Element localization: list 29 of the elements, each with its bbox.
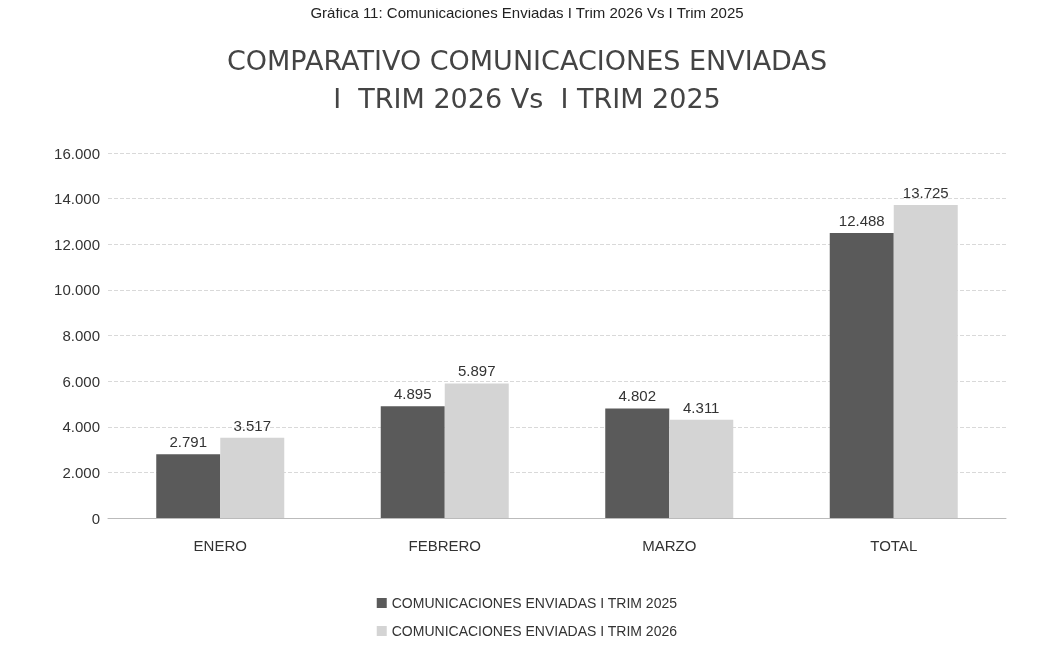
x-tick-label: ENERO xyxy=(193,537,247,554)
y-tick-label: 10.000 xyxy=(54,281,100,299)
legend-label: COMUNICACIONES ENVIADAS I TRIM 2025 xyxy=(391,595,678,611)
bar xyxy=(829,233,894,518)
legend-label: COMUNICACIONES ENVIADAS I TRIM 2026 xyxy=(391,623,678,639)
y-tick-label: 6.000 xyxy=(62,372,100,390)
data-label: 12.488 xyxy=(838,212,885,230)
data-label: 13.725 xyxy=(902,183,949,201)
data-label: 5.897 xyxy=(457,362,496,380)
data-label: 4.895 xyxy=(393,385,432,403)
data-label: 3.517 xyxy=(233,416,272,434)
chart-title: COMPARATIVO COMUNICACIONES ENVIADAS I TRIM 2026 Vs I TRIM 2025 xyxy=(226,44,828,114)
bar xyxy=(893,204,958,518)
data-label: 4.802 xyxy=(618,387,657,405)
bar xyxy=(380,406,445,518)
y-tick-label: 14.000 xyxy=(54,190,100,208)
bar xyxy=(605,408,670,518)
x-tick-label: FEBRERO xyxy=(408,537,482,554)
y-tick-label: 4.000 xyxy=(62,418,100,436)
y-tick-label: 8.000 xyxy=(62,327,100,344)
x-tick-label: TOTAL xyxy=(870,537,918,554)
x-tick-label: MARZO xyxy=(642,537,697,554)
data-label: 2.791 xyxy=(169,433,208,451)
y-tick-label: 16.000 xyxy=(54,144,100,162)
y-tick-label: 12.000 xyxy=(54,235,100,253)
y-tick-label: 2.000 xyxy=(62,463,100,481)
y-tick-label: 0 xyxy=(91,509,100,527)
data-label: 4.311 xyxy=(683,398,720,416)
bar xyxy=(156,454,221,518)
